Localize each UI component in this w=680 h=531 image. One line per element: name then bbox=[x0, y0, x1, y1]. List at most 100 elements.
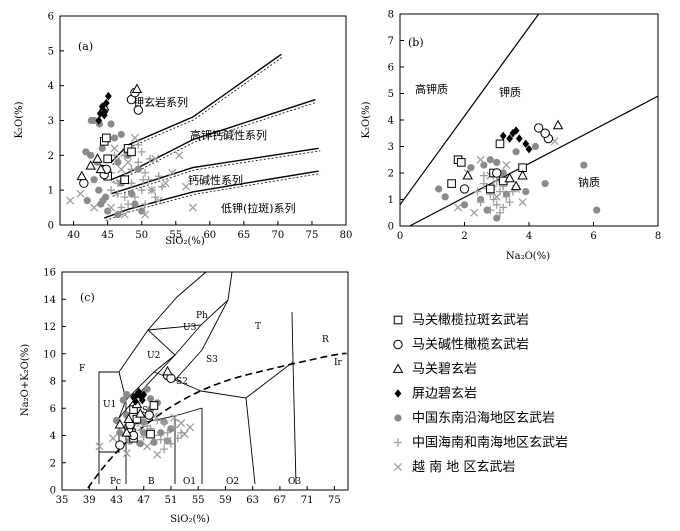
point-se-china-basalt bbox=[95, 186, 103, 194]
point-maguan-basanite bbox=[121, 427, 132, 437]
x-tick-label: 60 bbox=[203, 230, 216, 241]
series-label-shoshonite: 钾玄岩系列 bbox=[133, 95, 188, 109]
field-label-high-potassic: 高钾质 bbox=[415, 82, 448, 96]
y-tick-label: 4 bbox=[50, 431, 56, 442]
point-pingbian-basanite bbox=[102, 98, 110, 108]
point-hainan-scs-basalt bbox=[476, 198, 485, 207]
point-maguan-basanite bbox=[95, 163, 107, 174]
point-pingbian-basanite bbox=[104, 91, 112, 101]
point-maguan-basanite bbox=[504, 172, 515, 183]
point-vietnam-basalt bbox=[502, 160, 511, 170]
point-vietnam-basalt bbox=[143, 442, 152, 451]
point-maguan-olivine-tholeiite bbox=[102, 133, 111, 143]
point-hainan-scs-basalt bbox=[486, 206, 495, 215]
x-tick-label: 51 bbox=[165, 495, 178, 506]
point-vietnam-basalt bbox=[66, 196, 75, 205]
point-se-china-basalt bbox=[107, 120, 115, 128]
point-maguan-olivine-tholeiite bbox=[127, 147, 136, 157]
x-tick-label: 39 bbox=[83, 495, 96, 506]
point-maguan-olivine-tholeiite bbox=[146, 429, 155, 439]
point-maguan-alkali-olivine-basalt bbox=[144, 410, 154, 420]
field-t: T bbox=[255, 322, 261, 332]
point-maguan-basanite bbox=[162, 365, 173, 376]
point-se-china-basalt bbox=[134, 165, 142, 173]
point-vietnam-basalt bbox=[181, 182, 191, 191]
panel-c-x-axis-label: SiO₂(%) bbox=[170, 514, 210, 525]
x-tick-label: 65 bbox=[237, 230, 250, 241]
point-vietnam-basalt bbox=[95, 442, 104, 451]
x-tick-label: 71 bbox=[301, 495, 314, 506]
point-vietnam-basalt bbox=[141, 210, 150, 219]
point-se-china-basalt bbox=[119, 396, 127, 404]
point-se-china-basalt bbox=[127, 190, 136, 198]
point-maguan-alkali-olivine-basalt bbox=[533, 123, 544, 133]
panel-b-frame bbox=[399, 13, 659, 227]
point-vietnam-basalt bbox=[177, 419, 186, 428]
field-s3: S3 bbox=[206, 355, 218, 365]
point-se-china-basalt bbox=[83, 197, 91, 205]
point-pingbian-basanite bbox=[499, 131, 507, 141]
point-pingbian-basanite bbox=[136, 391, 144, 401]
point-se-china-basalt bbox=[522, 187, 530, 196]
point-vietnam-basalt bbox=[154, 196, 163, 205]
field-pc: Pc bbox=[110, 477, 121, 487]
point-hainan-scs-basalt bbox=[141, 200, 150, 209]
point-vietnam-basalt bbox=[122, 449, 131, 458]
point-se-china-basalt bbox=[486, 156, 494, 164]
point-vietnam-basalt bbox=[153, 450, 162, 459]
boundary-line-1-alt bbox=[112, 56, 284, 166]
point-maguan-olivine-tholeiite bbox=[486, 184, 495, 194]
point-se-china-basalt bbox=[123, 391, 131, 399]
y-tick-label: 2 bbox=[50, 458, 56, 469]
x-tick-label: 67 bbox=[274, 495, 287, 506]
panel-b-ticks: 0 2 4 6 8 0 1 2 3 4 5 6 7 8 bbox=[388, 10, 662, 243]
panel-c-label: (c) bbox=[80, 291, 95, 304]
point-hainan-scs-basalt bbox=[499, 203, 508, 212]
tas-line-o2-o3 bbox=[200, 390, 256, 485]
point-hainan-scs-basalt bbox=[163, 428, 172, 437]
x-tick-label: 2 bbox=[461, 231, 467, 242]
point-se-china-basalt bbox=[493, 214, 501, 222]
x-tick-label: 40 bbox=[67, 230, 80, 241]
x-tick-label: 55 bbox=[192, 495, 205, 506]
point-hainan-scs-basalt bbox=[492, 200, 501, 209]
point-se-china-basalt bbox=[98, 144, 106, 152]
point-maguan-alkali-olivine-basalt bbox=[115, 440, 125, 450]
point-vietnam-basalt bbox=[163, 436, 172, 446]
point-pingbian-basanite bbox=[100, 111, 108, 120]
point-vietnam-basalt bbox=[175, 151, 184, 160]
point-maguan-basanite bbox=[123, 413, 134, 424]
point-pingbian-basanite bbox=[515, 134, 523, 143]
point-hainan-scs-basalt bbox=[160, 419, 169, 428]
point-vietnam-basalt bbox=[120, 210, 129, 219]
panel-b-x-axis-label: Na₂O(%) bbox=[506, 251, 550, 262]
point-se-china-basalt bbox=[435, 185, 443, 193]
point-se-china-basalt bbox=[493, 158, 501, 166]
y-tick-label: 2 bbox=[48, 151, 54, 162]
point-hainan-scs-basalt bbox=[141, 168, 150, 177]
legend-label-maguan-alkali-olivine-basalt: 马关碱性橄榄玄武岩 bbox=[412, 337, 529, 353]
y-tick-label: 7 bbox=[388, 36, 394, 47]
legend-marker-maguan-alkali-olivine-basalt bbox=[393, 339, 403, 350]
point-vietnam-basalt bbox=[76, 189, 85, 198]
legend-marker-vietnam-basalt bbox=[393, 462, 403, 472]
legend-marker-maguan-olivine-tholeiite bbox=[393, 315, 403, 325]
point-hainan-scs-basalt bbox=[473, 187, 482, 196]
legend-marker-se-china-basalt bbox=[394, 414, 402, 422]
point-pingbian-basanite bbox=[509, 129, 517, 138]
y-tick-label: 0 bbox=[50, 486, 56, 497]
point-vietnam-basalt bbox=[151, 154, 160, 163]
point-se-china-basalt bbox=[116, 429, 124, 437]
legend-label-maguan-basanite: 马关碧玄岩 bbox=[412, 362, 477, 377]
point-vietnam-basalt bbox=[89, 203, 99, 212]
panel-a-frame bbox=[59, 15, 347, 226]
x-tick-label: 75 bbox=[328, 495, 341, 506]
legend-label-vietnam-basalt: 越 南 地 区玄武岩 bbox=[412, 459, 515, 475]
point-vietnam-basalt bbox=[170, 413, 179, 422]
point-maguan-alkali-olivine-basalt bbox=[79, 178, 89, 188]
point-hainan-scs-basalt bbox=[153, 416, 162, 425]
legend-marker-pingbian-basanite bbox=[394, 389, 402, 398]
panel-c-points bbox=[95, 365, 195, 459]
point-hainan-scs-basalt bbox=[124, 200, 133, 209]
point-hainan-scs-basalt bbox=[107, 186, 116, 195]
